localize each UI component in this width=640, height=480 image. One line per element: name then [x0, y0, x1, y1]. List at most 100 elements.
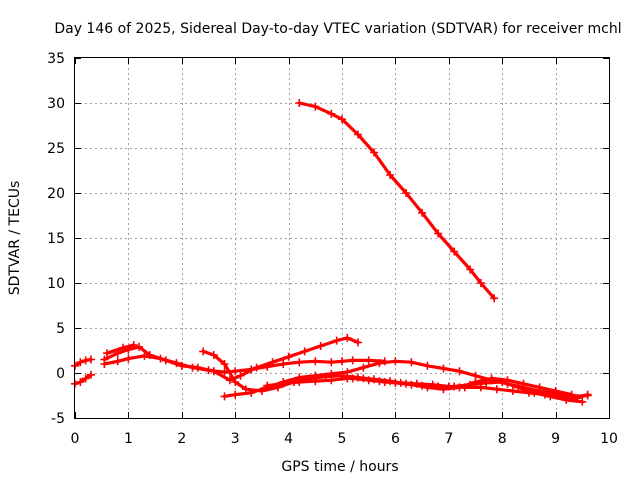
data-point	[348, 356, 357, 365]
series-trace-j	[297, 101, 496, 300]
data-point	[524, 388, 533, 397]
y-tick-label: 0	[56, 366, 65, 382]
data-point	[81, 374, 90, 383]
series-trace-i-points	[348, 374, 592, 403]
data-point	[252, 363, 261, 372]
data-point	[391, 357, 400, 366]
data-point	[402, 189, 411, 197]
series-trace-j-points	[295, 99, 499, 303]
data-point	[471, 378, 480, 386]
x-tick-label: 6	[391, 431, 400, 447]
data-point	[396, 378, 405, 387]
data-point	[338, 357, 346, 366]
data-point	[231, 378, 240, 386]
data-point	[263, 381, 272, 390]
data-point	[279, 360, 288, 368]
data-point	[487, 374, 496, 383]
data-point	[103, 349, 112, 358]
data-point	[300, 347, 309, 356]
data-point	[490, 294, 499, 303]
x-tick-label: 8	[498, 431, 507, 447]
plot-area	[71, 99, 592, 406]
x-tick-label: 9	[551, 431, 560, 447]
data-point	[476, 279, 485, 287]
data-point	[348, 374, 357, 383]
data-point	[220, 360, 229, 368]
x-tick-label: 4	[284, 431, 293, 447]
y-tick-label: 10	[47, 276, 65, 292]
x-tick-label: 5	[338, 431, 347, 447]
series-trace-b	[73, 373, 93, 386]
data-point	[364, 376, 373, 385]
data-point	[268, 358, 277, 367]
data-point	[327, 109, 336, 118]
series-trace-e-points	[103, 341, 138, 358]
data-point	[370, 148, 379, 157]
grid	[75, 58, 609, 418]
data-point	[231, 367, 240, 376]
data-point	[119, 343, 128, 352]
data-point	[460, 383, 469, 392]
data-point	[76, 358, 85, 367]
data-point	[209, 351, 218, 359]
y-tick-label: 25	[47, 141, 65, 157]
data-point	[332, 336, 341, 345]
y-tick-label: 20	[47, 186, 65, 202]
y-tick-label: 35	[47, 51, 65, 67]
x-tick-label: 3	[231, 431, 240, 447]
data-point	[476, 383, 485, 392]
data-point	[209, 367, 218, 376]
data-point	[295, 378, 304, 386]
data-point	[279, 379, 288, 388]
data-point	[338, 115, 346, 124]
data-point	[327, 376, 336, 385]
data-point	[129, 341, 138, 350]
data-point	[327, 358, 336, 367]
data-point	[87, 370, 96, 379]
data-point	[519, 379, 528, 388]
data-point	[199, 347, 208, 356]
data-point	[455, 367, 464, 376]
plot-frame	[74, 57, 610, 419]
data-point	[295, 358, 304, 367]
data-point	[100, 355, 109, 364]
data-point	[466, 265, 475, 274]
x-tick-label: 2	[177, 431, 186, 447]
data-point	[540, 390, 549, 399]
data-point	[444, 382, 453, 391]
data-point	[311, 102, 320, 111]
y-tick-label: 15	[47, 231, 65, 247]
data-point	[311, 377, 320, 386]
data-point	[418, 208, 427, 217]
data-point	[135, 342, 144, 351]
data-point	[177, 361, 186, 370]
data-point	[316, 342, 325, 350]
data-point	[407, 358, 416, 367]
data-point	[161, 356, 170, 365]
data-point	[113, 357, 122, 366]
data-point	[220, 392, 229, 401]
data-point	[145, 351, 154, 359]
x-tick-label: 0	[71, 431, 80, 447]
data-point	[81, 356, 90, 365]
data-point	[375, 359, 384, 368]
y-tick-label: 5	[56, 321, 65, 337]
data-point	[450, 247, 459, 256]
data-point	[578, 397, 587, 406]
data-point	[343, 333, 352, 342]
x-tick-label: 1	[124, 431, 133, 447]
data-point	[439, 364, 448, 373]
y-tick-label: -5	[51, 411, 65, 427]
data-point	[359, 363, 368, 372]
data-point	[434, 229, 443, 238]
axis-ticks: 0 1 2 3 4 5 6 7 8 9 10 -5 0 5 10 15 20 25 30 35	[47, 51, 618, 447]
data-point	[354, 130, 363, 139]
data-point	[492, 385, 501, 394]
data-point	[284, 352, 293, 361]
chart-title: Day 146 of 2025, Sidereal Day-to-day VTE…	[54, 21, 621, 37]
data-point	[386, 171, 395, 179]
data-point	[236, 371, 245, 380]
data-point	[231, 390, 240, 399]
